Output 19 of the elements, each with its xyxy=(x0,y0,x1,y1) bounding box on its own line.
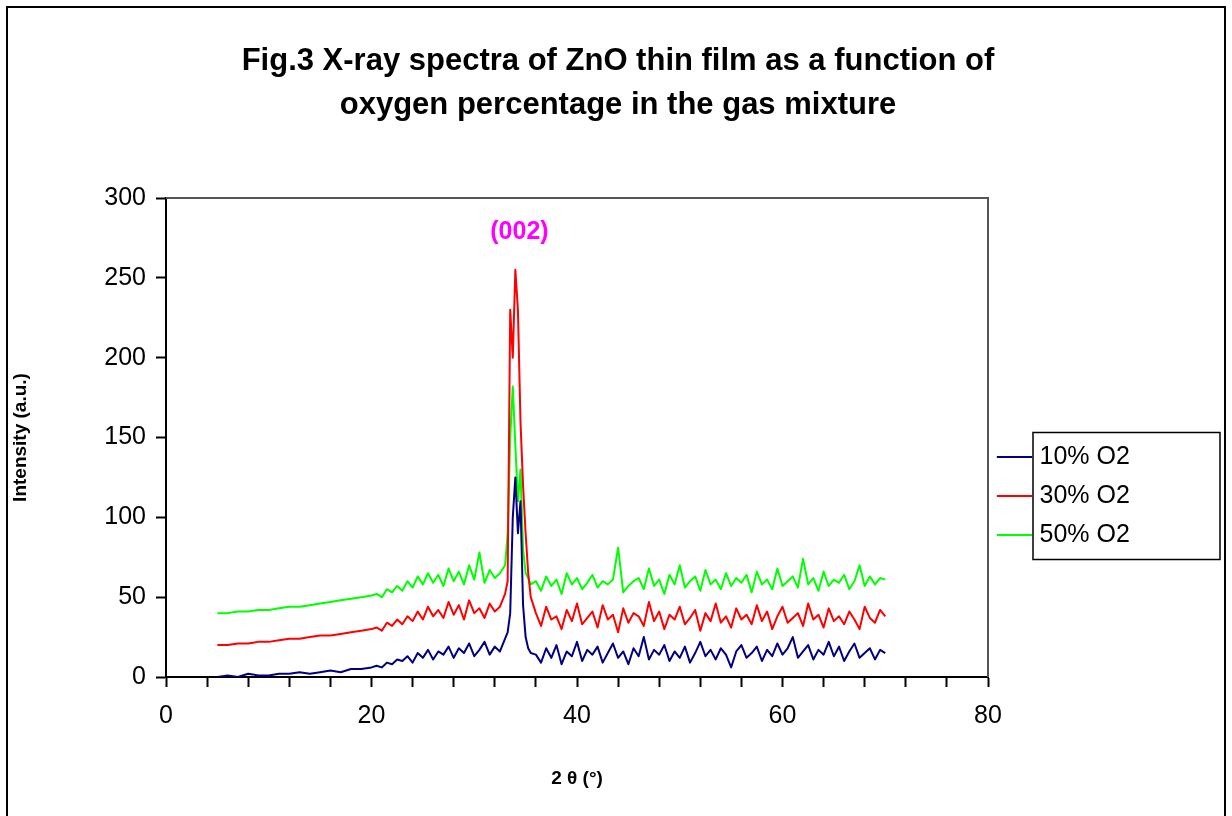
x-tick-label: 80 xyxy=(974,699,1002,728)
y-tick-label: 150 xyxy=(104,421,146,450)
y-tick-label: 100 xyxy=(104,501,146,530)
y-tick-label: 300 xyxy=(104,181,146,210)
x-tick-label: 40 xyxy=(563,699,591,728)
chart-title: Fig.3 X-ray spectra of ZnO thin film as a function of oxygen percentage in the gas mixture xyxy=(240,41,996,123)
legend-label: 10% O2 xyxy=(1039,440,1130,469)
x-tick-label: 0 xyxy=(159,699,173,728)
y-tick-label: 50 xyxy=(118,581,146,610)
y-tick-label: 0 xyxy=(132,660,146,689)
annotation: (002) xyxy=(490,215,549,244)
x-tick-label: 20 xyxy=(357,699,386,728)
x-axis-title: 2 θ (°) xyxy=(551,766,603,788)
y-tick-label: 200 xyxy=(104,341,146,370)
legend-label: 50% O2 xyxy=(1039,518,1130,547)
y-axis-title: Intensity (a.u.) xyxy=(8,373,30,502)
legend-label: 30% O2 xyxy=(1039,479,1130,508)
x-tick-label: 60 xyxy=(768,699,797,728)
y-tick-label: 250 xyxy=(104,261,146,290)
